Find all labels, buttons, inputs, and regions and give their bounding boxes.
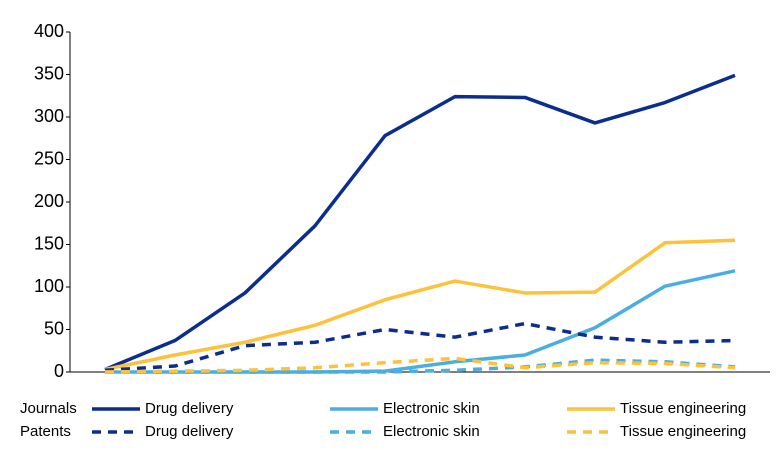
legend-group-label: Patents	[20, 423, 71, 440]
legend-label: Drug delivery	[145, 400, 234, 417]
y-tick-label: 400	[34, 21, 64, 41]
y-tick-label: 150	[34, 233, 64, 253]
legend-label: Drug delivery	[145, 423, 234, 440]
y-tick-label: 200	[34, 191, 64, 211]
y-tick-label: 350	[34, 63, 64, 83]
legend-label: Tissue engineering	[620, 400, 746, 417]
y-tick-label: 50	[44, 318, 64, 338]
y-tick-label: 250	[34, 148, 64, 168]
y-tick-label: 100	[34, 276, 64, 296]
y-tick-label: 0	[54, 361, 64, 381]
legend-label: Electronic skin	[383, 400, 480, 417]
legend-group-label: Journals	[20, 400, 77, 417]
legend-label: Tissue engineering	[620, 423, 746, 440]
line-series	[104, 73, 736, 372]
line-series	[105, 269, 736, 374]
y-tick-label: 300	[34, 106, 64, 126]
line-series	[104, 321, 736, 373]
legend-label: Electronic skin	[383, 423, 480, 440]
line-series	[104, 238, 736, 372]
